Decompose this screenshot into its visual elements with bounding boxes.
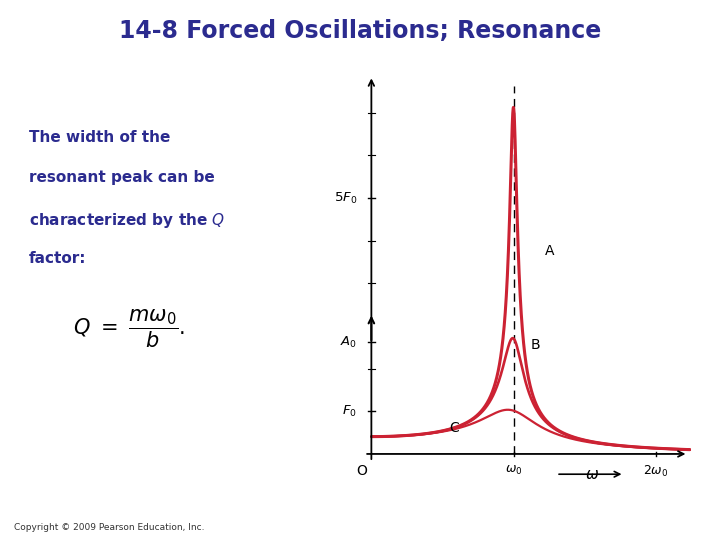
Text: factor:: factor:	[29, 251, 86, 266]
Text: $\omega$: $\omega$	[585, 467, 599, 482]
Text: $Q \ = \ \dfrac{m\omega_0}{b}.$: $Q \ = \ \dfrac{m\omega_0}{b}.$	[73, 308, 186, 350]
Text: $\omega_0$: $\omega_0$	[505, 463, 522, 477]
Text: Copyright © 2009 Pearson Education, Inc.: Copyright © 2009 Pearson Education, Inc.	[14, 523, 205, 532]
Text: resonant peak can be: resonant peak can be	[29, 170, 215, 185]
Text: A: A	[545, 245, 554, 259]
Text: 14-8 Forced Oscillations; Resonance: 14-8 Forced Oscillations; Resonance	[119, 19, 601, 43]
Text: The width of the: The width of the	[29, 130, 170, 145]
Text: B: B	[531, 338, 540, 352]
Text: O: O	[356, 463, 367, 477]
Text: $F_0$: $F_0$	[342, 404, 357, 419]
Text: characterized by the $Q$: characterized by the $Q$	[29, 211, 225, 229]
Text: $2\omega_0$: $2\omega_0$	[643, 463, 668, 478]
Text: $A_0$: $A_0$	[340, 334, 357, 349]
Text: $5F_0$: $5F_0$	[334, 191, 357, 206]
Text: C: C	[449, 421, 459, 435]
